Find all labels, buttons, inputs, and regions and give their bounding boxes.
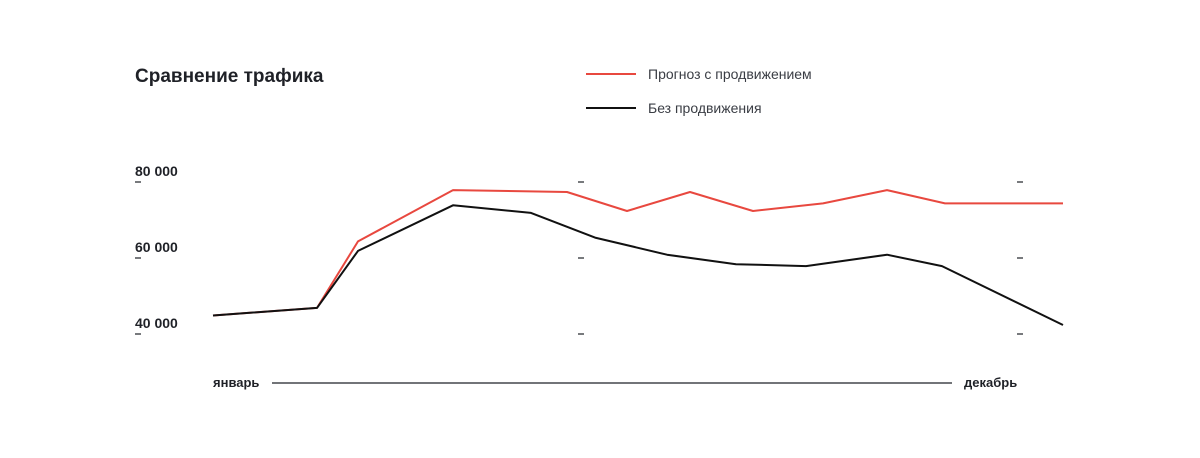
guide-dashes bbox=[578, 181, 1023, 335]
chart-title: Сравнение трафика bbox=[135, 66, 324, 87]
legend-label-forecast: Прогноз с продвижением bbox=[648, 66, 812, 82]
x-axis: январь декабрь bbox=[213, 375, 1017, 390]
series-line-baseline bbox=[212, 204, 1064, 326]
series-layer bbox=[212, 189, 1064, 326]
series-line-forecast bbox=[212, 189, 1063, 317]
y-tick-label: 80 000 bbox=[135, 163, 178, 179]
x-axis-end-label: декабрь bbox=[964, 375, 1017, 390]
legend: Прогноз с продвижением Без продвижения bbox=[586, 64, 812, 132]
x-axis-start-label: январь bbox=[213, 375, 259, 390]
y-tick-label: 60 000 bbox=[135, 239, 178, 255]
y-axis-ticks: 40 000 60 000 80 000 bbox=[135, 163, 178, 335]
legend-swatch-baseline bbox=[586, 107, 636, 109]
legend-item-baseline: Без продвижения bbox=[586, 98, 812, 118]
legend-swatch-forecast bbox=[586, 73, 636, 75]
legend-label-baseline: Без продвижения bbox=[648, 100, 762, 116]
legend-item-forecast: Прогноз с продвижением bbox=[586, 64, 812, 84]
y-tick-label: 40 000 bbox=[135, 315, 178, 331]
